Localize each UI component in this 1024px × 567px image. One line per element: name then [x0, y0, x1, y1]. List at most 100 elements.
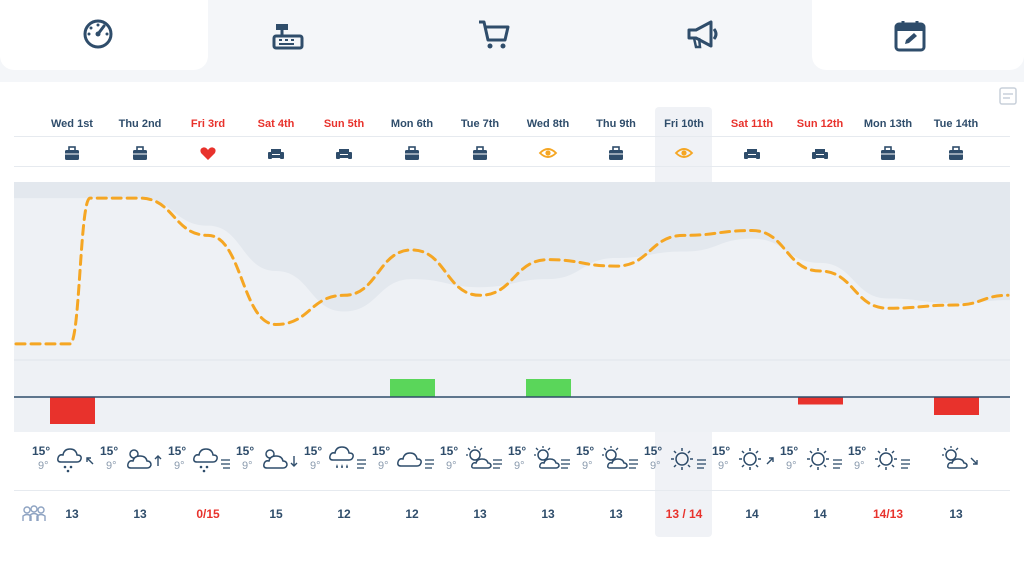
briefcase-icon — [130, 144, 150, 162]
temperature-high: 15° — [644, 444, 663, 458]
day-label[interactable]: Mon 6th — [390, 118, 434, 130]
temperature-low: 9° — [310, 460, 321, 472]
wind-right-icon — [357, 459, 366, 469]
shopping-cart-icon[interactable] — [476, 16, 512, 52]
temperature-low: 9° — [514, 460, 525, 472]
weather-cell[interactable]: 15° 9° — [372, 442, 440, 482]
temperature-high: 15° — [32, 444, 51, 458]
guest-count[interactable]: 13 — [609, 507, 623, 521]
partly-sunny-icon — [940, 442, 980, 476]
settings-icon[interactable] — [998, 86, 1018, 106]
speedometer-icon[interactable] — [80, 16, 116, 52]
day-label[interactable]: Thu 2nd — [118, 118, 162, 130]
cloud-snow-icon — [193, 448, 218, 473]
guest-count[interactable]: 14/13 — [872, 507, 904, 521]
temperature-low: 9° — [106, 460, 117, 472]
nav-card — [0, 0, 208, 70]
weather-cell[interactable]: 15° 9° — [440, 442, 508, 482]
temperature-high: 15° — [100, 444, 119, 458]
guest-count[interactable]: 15 — [269, 507, 283, 521]
temperature-high: 15° — [372, 444, 391, 458]
wind-right-icon — [629, 459, 638, 469]
day-label[interactable]: Sat 11th — [730, 118, 774, 130]
partly-cloudy-icon — [263, 449, 288, 469]
day-label[interactable]: Fri 3rd — [190, 118, 226, 130]
temperature-low: 9° — [174, 460, 185, 472]
sun-icon — [739, 448, 761, 470]
forecast-panel — [0, 82, 1024, 567]
weather-cell[interactable]: 15° 9° — [508, 442, 576, 482]
calendar-edit-icon[interactable] — [892, 18, 928, 54]
day-label[interactable]: Thu 9th — [596, 118, 636, 130]
armchair-icon — [266, 144, 286, 162]
guest-count[interactable]: 14 — [745, 507, 759, 521]
armchair-icon — [334, 144, 354, 162]
day-label[interactable]: Sat 4th — [257, 118, 295, 130]
weather-cell[interactable]: 15° 9° — [304, 442, 372, 482]
megaphone-icon[interactable] — [685, 16, 721, 52]
cloud-icon — [397, 452, 422, 467]
day-label[interactable]: Fri 10th — [664, 118, 704, 130]
weather-cell[interactable]: 15° 9° — [576, 442, 644, 482]
partly-cloudy-icon — [127, 449, 152, 469]
day-label[interactable]: Mon 13th — [863, 118, 913, 130]
wind-right-icon — [561, 459, 570, 469]
cash-register-icon[interactable] — [270, 18, 306, 54]
temperature-high: 15° — [508, 444, 527, 458]
weather-cell[interactable]: 15° 9° — [644, 442, 712, 482]
temperature-high: 15° — [440, 444, 459, 458]
temperature-high: 15° — [236, 444, 255, 458]
guest-count[interactable]: 12 — [405, 507, 419, 521]
guest-count[interactable]: 13 — [65, 507, 79, 521]
wind-right-icon — [833, 459, 842, 469]
day-label[interactable]: Wed 1st — [51, 118, 93, 130]
temperature-high: 15° — [304, 444, 323, 458]
weather-cell[interactable]: 15° 9° — [712, 442, 780, 482]
weather-cell[interactable]: 15° 9° — [100, 442, 168, 482]
guest-count[interactable]: 13 — [541, 507, 555, 521]
guest-count[interactable]: 13 — [133, 507, 147, 521]
partly-sunny-icon — [942, 446, 968, 469]
partly-sunny-icon — [464, 442, 504, 476]
temperature-low: 9° — [650, 460, 661, 472]
weather-cell[interactable]: 15° 9° — [32, 442, 100, 482]
divider — [14, 490, 1010, 491]
temperature-low: 9° — [582, 460, 593, 472]
day-label[interactable]: Tue 14th — [933, 118, 979, 130]
weather-cell[interactable] — [916, 442, 984, 482]
partly-sunny-icon — [600, 442, 640, 476]
temperature-low: 9° — [718, 460, 729, 472]
partly-sunny-icon — [466, 446, 492, 469]
weather-cell[interactable]: 15° 9° — [236, 442, 304, 482]
wind-right-icon — [901, 459, 910, 469]
cloud-icon — [396, 442, 436, 476]
arrow-down-icon — [290, 456, 298, 467]
sun-icon — [671, 448, 693, 470]
weather-cell[interactable]: 15° 9° — [780, 442, 848, 482]
temperature-high: 15° — [780, 444, 799, 458]
arrow-up-left-icon — [86, 457, 94, 465]
weather-cell[interactable]: 15° 9° — [168, 442, 236, 482]
briefcase-icon — [946, 144, 966, 162]
day-label[interactable]: Tue 7th — [460, 118, 500, 130]
guest-count[interactable]: 13 — [473, 507, 487, 521]
heart-icon — [198, 144, 218, 162]
wind-right-icon — [493, 459, 502, 469]
guest-count[interactable]: 0/15 — [196, 507, 220, 521]
wind-left-icon — [221, 459, 230, 469]
temperature-high: 15° — [712, 444, 731, 458]
day-label[interactable]: Wed 8th — [526, 118, 570, 130]
arrow-down-right-icon — [970, 457, 978, 465]
temperature-low: 9° — [854, 460, 865, 472]
day-label[interactable]: Sun 12th — [796, 118, 844, 130]
day-label[interactable]: Sun 5th — [323, 118, 365, 130]
weather-cell[interactable]: 15° 9° — [848, 442, 916, 482]
guest-count[interactable]: 13 / 14 — [665, 507, 703, 521]
guest-count[interactable]: 13 — [949, 507, 963, 521]
sun-icon — [872, 442, 912, 476]
briefcase-icon — [402, 144, 422, 162]
sun-icon — [807, 448, 829, 470]
partly-cloudy-icon — [260, 442, 300, 476]
guest-count[interactable]: 14 — [813, 507, 827, 521]
guest-count[interactable]: 12 — [337, 507, 351, 521]
